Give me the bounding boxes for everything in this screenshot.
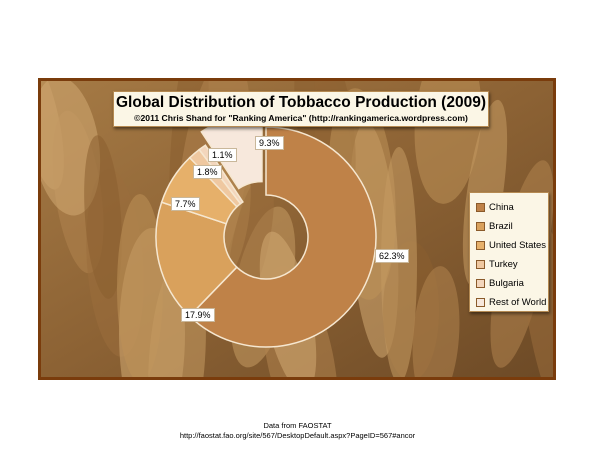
legend-label: China [489, 202, 514, 213]
legend-item-united-states: United States [476, 236, 548, 255]
data-label-china: 62.3% [375, 249, 409, 263]
legend-label: Rest of World [489, 297, 547, 308]
data-label-turkey: 1.8% [193, 165, 222, 179]
legend-label: Turkey [489, 259, 518, 270]
chart-frame: Global Distribution of Tobbacco Producti… [38, 78, 556, 380]
legend-label: Brazil [489, 221, 513, 232]
legend-swatch [476, 222, 485, 231]
legend-item-rest-of-world: Rest of World [476, 293, 548, 312]
legend-swatch [476, 260, 485, 269]
data-label-brazil: 17.9% [181, 308, 215, 322]
data-label-rest-of-world: 9.3% [255, 136, 284, 150]
source-url: http://faostat.fao.org/site/567/DesktopD… [179, 431, 416, 440]
legend-swatch [476, 241, 485, 250]
legend-swatch [476, 203, 485, 212]
chart-subtitle: ©2011 Chris Shand for "Ranking America" … [134, 113, 468, 123]
legend-item-turkey: Turkey [476, 255, 548, 274]
data-label-united-states: 7.7% [171, 197, 200, 211]
chart-canvas [41, 81, 553, 377]
legend-label: United States [489, 240, 547, 251]
legend-item-china: China [476, 198, 548, 217]
chart-title: Global Distribution of Tobbacco Producti… [115, 94, 486, 111]
legend-label: Bulgaria [489, 278, 524, 289]
slice-brazil [155, 201, 238, 318]
legend-item-brazil: Brazil [476, 217, 548, 236]
source-note: Data from FAOSTAT [263, 421, 332, 430]
data-label-bulgaria: 1.1% [208, 148, 237, 162]
legend: China Brazil United States Turkey Bulgaria Re… [469, 192, 549, 312]
footer: Data from FAOSTAT http://faostat.fao.org… [0, 421, 595, 441]
legend-item-bulgaria: Bulgaria [476, 274, 548, 293]
title-box: Global Distribution of Tobbacco Producti… [113, 91, 489, 127]
legend-swatch [476, 298, 485, 307]
legend-swatch [476, 279, 485, 288]
slice-china [188, 126, 377, 348]
